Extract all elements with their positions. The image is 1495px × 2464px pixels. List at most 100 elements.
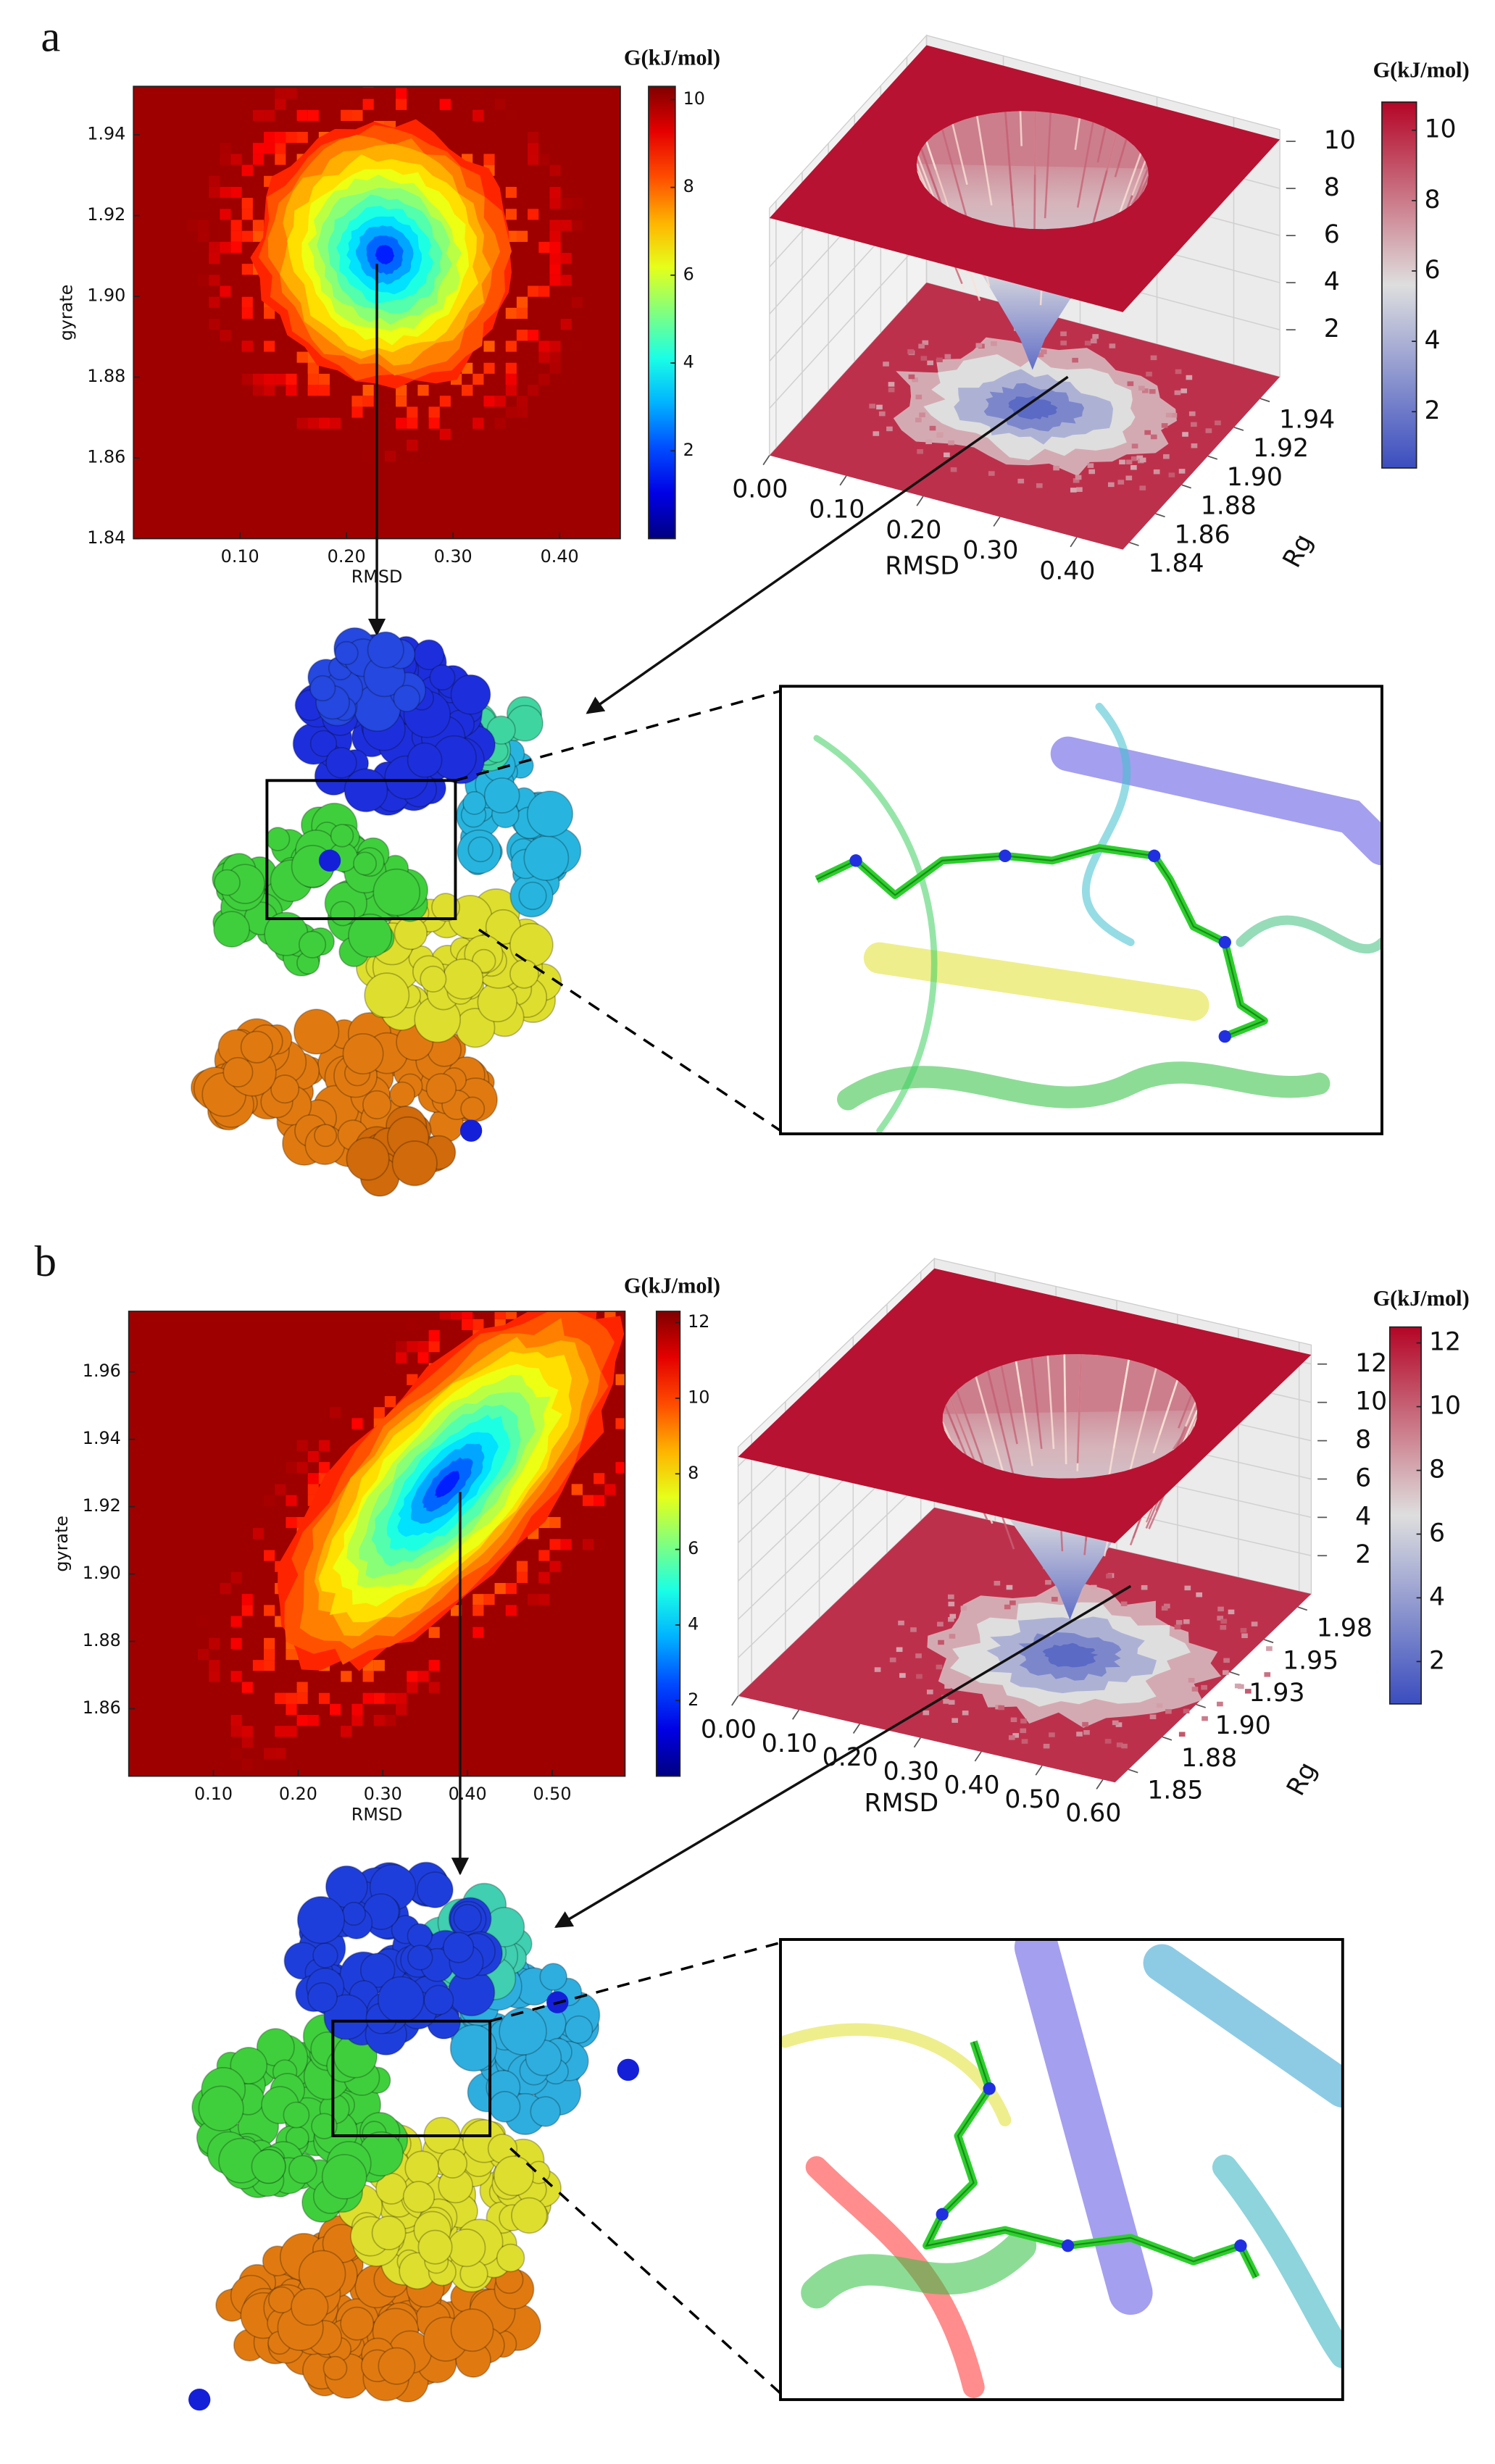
y-tick-label: 1.90: [83, 1563, 121, 1583]
heatmap-cell: [627, 1374, 638, 1385]
floor-cell: [949, 1634, 956, 1639]
protein-surface: [265, 827, 291, 851]
protein-surface: [341, 1901, 366, 1926]
heatmap-cell: [275, 154, 286, 165]
heatmap-cell: [439, 1311, 451, 1319]
protein-surface: [389, 1081, 416, 1108]
protein-surface: [267, 2286, 296, 2314]
y-tick-label: 1.84: [1148, 549, 1204, 578]
z-tick-label: 8: [1355, 1426, 1371, 1455]
heatmap-cell: [407, 417, 418, 429]
heatmap-cell: [516, 1561, 528, 1572]
floor-cell: [1051, 1597, 1058, 1602]
protein-surface: [483, 777, 520, 814]
floor-cell: [947, 1594, 954, 1600]
heatmap-cell: [252, 1660, 265, 1671]
z-tick-label: 2: [1324, 314, 1340, 343]
floor-cell: [1220, 1625, 1227, 1630]
heatmap-cell: [308, 66, 319, 77]
floor-cell: [1139, 457, 1146, 463]
heatmap-cell: [307, 1450, 319, 1463]
y-axis-label: Rg: [1281, 1758, 1323, 1800]
floor-cell: [1130, 456, 1138, 462]
heatmap-cell: [549, 341, 561, 352]
floor-cell: [1087, 463, 1094, 468]
heatmap-cell: [264, 1747, 275, 1759]
heatmap-cell: [384, 1396, 396, 1408]
heatmap-cell: [241, 1682, 253, 1693]
floor-cell: [1043, 1743, 1050, 1749]
heatmap-cell: [505, 209, 517, 220]
floor-cell: [991, 341, 997, 346]
heatmap-cell: [220, 1582, 231, 1595]
protein-surface: [372, 868, 421, 916]
heatmap-cell: [506, 1275, 517, 1286]
heatmap-cell: [428, 1341, 440, 1353]
funnel-spike: [1152, 1379, 1179, 1454]
floor-cell: [1115, 1722, 1123, 1727]
heatmap-cell: [659, 1209, 670, 1220]
ion: [188, 2388, 211, 2411]
protein-surface: [359, 1953, 396, 1988]
floor-cell: [907, 349, 914, 354]
y-tick-label: 1.92: [83, 1495, 121, 1516]
heatmap-cell: [462, 1286, 472, 1297]
funnel-spike: [1044, 112, 1052, 219]
floor-cell: [886, 426, 893, 432]
floor-cell: [1150, 434, 1157, 440]
floor-cell: [898, 1620, 904, 1626]
colorbar-tick-label: 6: [1429, 1519, 1445, 1548]
ribbon: [1050, 736, 1382, 866]
heatmap-cell: [483, 154, 495, 165]
heatmap-cell: [505, 1605, 517, 1616]
floor-cell: [1119, 459, 1125, 464]
heatmap-cell: [330, 1407, 341, 1419]
heatmap-cell: [538, 373, 550, 385]
heatmap-cell: [209, 275, 220, 286]
heatmap-cell: [483, 88, 495, 99]
heatmap-cell: [198, 220, 209, 231]
heatmap-cell: [417, 55, 428, 66]
plot-frame: [128, 1311, 626, 1777]
heatmap-cell: [505, 341, 517, 352]
ribbon: [1236, 915, 1382, 954]
x-tick-label: 0.10: [762, 1729, 817, 1758]
z-tick-label: 10: [1324, 126, 1356, 155]
protein-surface: [334, 640, 359, 666]
heatmap-cell: [549, 198, 561, 209]
floor-cell: [1090, 1584, 1097, 1590]
y-tick-label: 1.88: [83, 1630, 121, 1650]
funnel-spike: [1000, 1365, 1018, 1445]
floor-cell: [1174, 1624, 1181, 1630]
heatmap-cell: [450, 1311, 462, 1319]
floor-cell: [1240, 1628, 1247, 1633]
floor-cell: [1121, 1743, 1128, 1749]
colorbar-tick-label: 10: [683, 88, 705, 109]
floor-cell: [1201, 1684, 1207, 1690]
floor-cell: [1117, 480, 1125, 485]
y-tick-label: 1.86: [87, 447, 125, 467]
zoom-line: [454, 690, 781, 782]
floor-cell: [1191, 1687, 1199, 1692]
y-tick-label: 1.93: [1249, 1679, 1304, 1708]
funnel-spike: [1076, 122, 1094, 208]
z-tick-label: 2: [1355, 1540, 1371, 1569]
heatmap-cell: [681, 1352, 692, 1363]
inset-view: [813, 703, 1382, 1135]
heatmap-cell: [594, 1243, 604, 1253]
floor-cell: [1188, 411, 1196, 417]
heatmap-cell: [638, 1319, 649, 1330]
floor-cell: [1116, 1742, 1123, 1747]
x-tick-label: 0.10: [809, 496, 865, 525]
heatmap-cell: [659, 1209, 670, 1220]
protein-surface: [539, 1963, 568, 1991]
heatmap-cell: [264, 1550, 275, 1561]
protein-surface: [442, 1931, 475, 1963]
protein-surface: [309, 730, 338, 758]
floor-cell: [1131, 443, 1138, 448]
x-tick: [913, 1737, 921, 1748]
funnel-spike: [1184, 1402, 1196, 1427]
heatmap-cell: [307, 373, 319, 385]
heatmap-cell: [407, 1682, 418, 1693]
